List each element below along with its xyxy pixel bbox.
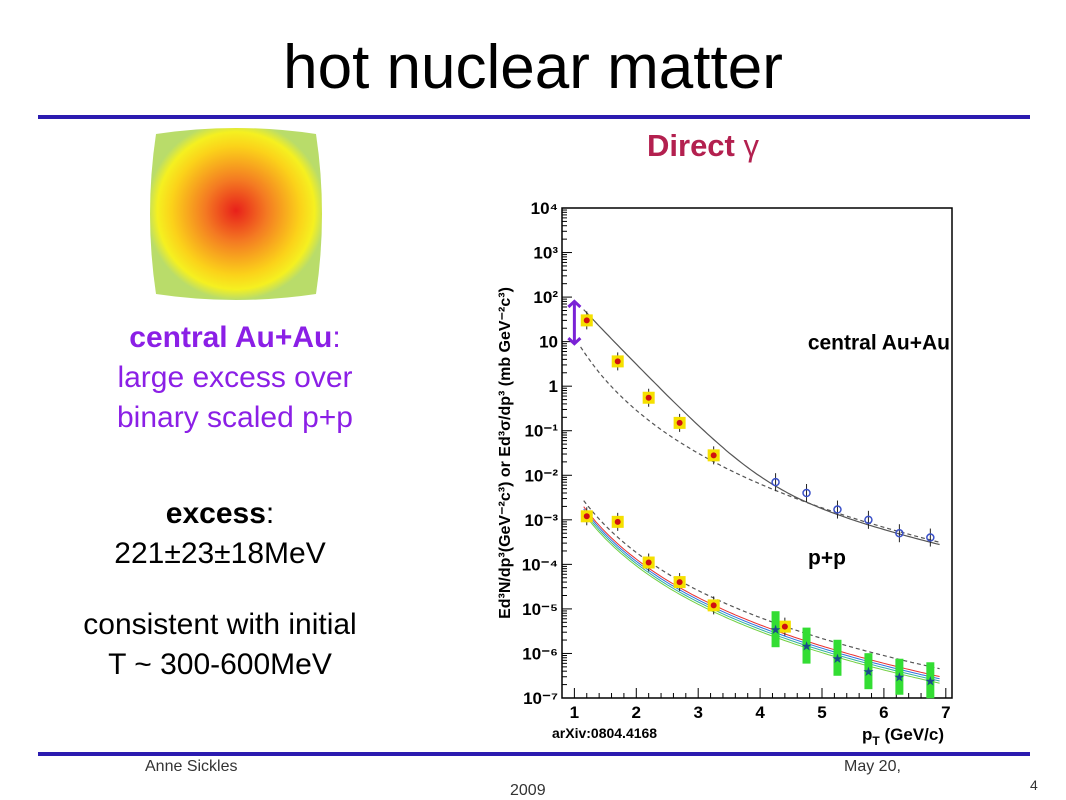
gamma-symbol: γ bbox=[743, 128, 760, 163]
slide-title: hot nuclear matter bbox=[283, 33, 783, 102]
x-tick-label: 4 bbox=[755, 703, 765, 722]
y-axis-title: Ed³N/dp³(GeV⁻²c³) or Ed³σ/dp³ (mb GeV⁻²c… bbox=[497, 287, 514, 619]
y-tick-label: 10⁻³ bbox=[524, 511, 558, 530]
sys-error-box bbox=[926, 662, 935, 699]
top-rule bbox=[38, 115, 1030, 119]
data-point bbox=[710, 452, 717, 459]
sys-error-box bbox=[802, 627, 811, 664]
plot-heading-text: Direct bbox=[647, 128, 735, 163]
y-tick-label: 10⁻⁵ bbox=[522, 600, 558, 619]
au-au-colon: : bbox=[332, 321, 341, 354]
pp-fit bbox=[583, 513, 940, 684]
sys-error-box bbox=[864, 653, 873, 690]
x-tick-label: 6 bbox=[879, 703, 888, 722]
excess-description: excess: 221±23±18MeV bbox=[20, 494, 420, 574]
excess-colon: : bbox=[265, 497, 275, 530]
page-number: 4 bbox=[1030, 777, 1038, 793]
sys-error-box bbox=[895, 658, 904, 695]
consistent-line2: T ~ 300-600MeV bbox=[108, 648, 332, 681]
data-point bbox=[676, 579, 683, 586]
y-tick-label: 10 bbox=[539, 333, 558, 352]
data-point: ★ bbox=[801, 639, 813, 654]
au-au-line2: large excess over bbox=[117, 361, 353, 394]
au-au-description: central Au+Au: large excess over binary … bbox=[40, 318, 430, 438]
data-point: ★ bbox=[832, 651, 844, 666]
data-point bbox=[895, 528, 904, 538]
data-point bbox=[926, 533, 935, 542]
data-point bbox=[864, 515, 873, 525]
chart-annotation: arXiv:0804.4168 bbox=[552, 725, 657, 741]
excess-label: excess bbox=[165, 497, 266, 530]
au-au-label: central Au+Au bbox=[129, 321, 333, 354]
au-au-line3: binary scaled p+p bbox=[117, 401, 353, 434]
data-point bbox=[802, 488, 811, 498]
sys-error-box bbox=[833, 639, 842, 676]
y-tick-label: 1 bbox=[549, 377, 558, 396]
x-tick-label: 7 bbox=[941, 703, 950, 722]
data-point: ★ bbox=[770, 622, 782, 637]
y-tick-label: 10⁻¹ bbox=[524, 422, 558, 441]
data-points: ★ ★ ★ ★ ★ ★ bbox=[580, 311, 937, 699]
chart-labels: 1 2 3 4 5 6 7 10⁴ 10³ 10² 10 1 10⁻¹ 10⁻² 10⁻³ 10⁻⁴ 10⁻⁵ 1… bbox=[497, 199, 951, 748]
consistent-line1: consistent with initial bbox=[83, 608, 357, 641]
data-point bbox=[583, 317, 590, 324]
data-point bbox=[676, 419, 683, 426]
y-tick-label: 10⁻⁷ bbox=[523, 689, 558, 708]
y-tick-label: 10³ bbox=[533, 244, 558, 263]
data-point bbox=[645, 394, 652, 401]
hot-matter-image bbox=[150, 128, 322, 300]
data-point bbox=[771, 477, 780, 487]
data-point bbox=[781, 623, 788, 630]
pp-fit bbox=[583, 510, 940, 682]
data-point bbox=[614, 518, 621, 525]
x-tick-label: 5 bbox=[817, 703, 826, 722]
direct-photon-chart: ★ ★ ★ ★ ★ ★ 1 2 3 4 5 6 7 10⁴ 10³ 10² 10 1 10⁻¹ 10⁻² 10⁻³ 10… bbox=[497, 199, 953, 748]
y-tick-label: 10⁻⁶ bbox=[522, 644, 558, 663]
excess-value: 221±23±18MeV bbox=[114, 537, 326, 570]
plot-box bbox=[561, 207, 953, 699]
data-point: ★ bbox=[863, 664, 875, 679]
x-tick-label: 3 bbox=[693, 703, 702, 722]
x-tick-label: 2 bbox=[632, 703, 641, 722]
y-tick-label: 10⁻⁴ bbox=[522, 555, 558, 574]
fit-curves bbox=[567, 299, 940, 684]
au-au-fit bbox=[583, 309, 940, 546]
y-tick-label: 10² bbox=[533, 288, 558, 307]
consistency-text: consistent with initial T ~ 300-600MeV bbox=[20, 605, 420, 685]
footer-date-line1: May 20, bbox=[844, 758, 901, 775]
y-tick-label: 10⁻² bbox=[524, 466, 558, 485]
bottom-rule bbox=[38, 752, 1030, 756]
data-point bbox=[583, 513, 590, 520]
data-point bbox=[710, 602, 717, 609]
y-tick-label: 10⁴ bbox=[531, 199, 558, 218]
data-point bbox=[833, 505, 842, 514]
excess-arrow-heads bbox=[567, 299, 582, 346]
data-point: ★ bbox=[925, 673, 937, 688]
plot-frame bbox=[561, 207, 953, 699]
chart-annotation: p+p bbox=[808, 547, 846, 570]
footer-date-line2: 2009 bbox=[510, 782, 546, 799]
x-axis-title: pT (GeV/c) bbox=[862, 725, 944, 748]
chart-annotation: central Au+Au bbox=[808, 332, 950, 355]
data-point: ★ bbox=[894, 670, 906, 685]
data-point bbox=[614, 358, 621, 365]
sys-error-box bbox=[771, 611, 780, 648]
plot-heading: Direct γ bbox=[533, 128, 873, 164]
data-point bbox=[645, 559, 652, 566]
footer-author: Anne Sickles bbox=[145, 758, 238, 775]
x-tick-label: 1 bbox=[570, 703, 579, 722]
